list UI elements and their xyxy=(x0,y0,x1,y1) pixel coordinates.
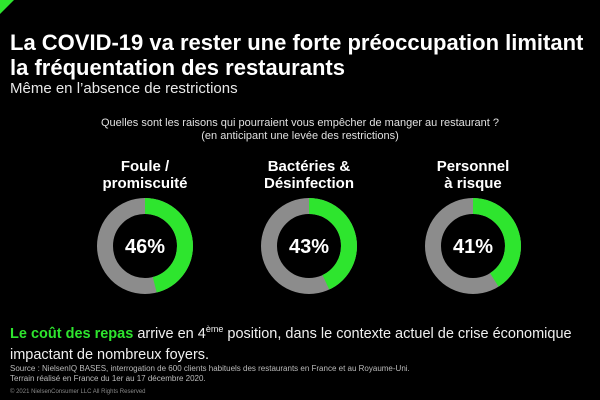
key-insight-text-2: position, dans le contexte actuel de cri… xyxy=(10,325,572,363)
survey-question-line2: (en anticipant une levée des restriction… xyxy=(201,130,399,142)
key-insight-text-1: arrive en 4 xyxy=(133,325,206,342)
donut-gauge: Personnel à risque 41% xyxy=(408,158,538,296)
key-insight-superscript: ème xyxy=(205,324,224,334)
key-insight: Le coût des repas arrive en 4ème positio… xyxy=(10,319,595,366)
source-note: Source : NielsenIQ BASES, interrogation … xyxy=(10,364,595,384)
page-title: La COVID-19 va rester une forte préoccup… xyxy=(10,30,584,80)
donut-value-label: 41% xyxy=(453,236,493,258)
survey-question-line1: Quelles sont les raisons qui pourraient … xyxy=(100,117,500,129)
donut-chart: 43% xyxy=(261,198,357,294)
key-insight-highlight: Le coût des repas xyxy=(10,325,134,342)
donut-category-label: Bactéries & Désinfection xyxy=(263,158,354,192)
survey-question: Quelles sont les raisons qui pourraient … xyxy=(0,117,600,143)
corner-accent-mark xyxy=(0,0,14,14)
donut-value-arc xyxy=(261,198,357,294)
donut-value-arc xyxy=(97,198,193,294)
source-line2: Terrain réalisé en France du 1er au 17 d… xyxy=(10,374,206,383)
donut-gauge: Foule / promiscuité 46% xyxy=(80,158,210,296)
donut-value-arc xyxy=(425,198,521,294)
donut-chart: 41% xyxy=(425,198,521,294)
donut-category-label: Personnel à risque xyxy=(436,158,510,192)
donut-value-label: 43% xyxy=(289,236,329,258)
donut-category-label: Foule / promiscuité xyxy=(102,158,188,192)
donut-gauge: Bactéries & Désinfection 43% xyxy=(244,158,374,296)
source-line1: Source : NielsenIQ BASES, interrogation … xyxy=(10,364,410,373)
donut-chart: 46% xyxy=(97,198,193,294)
page-subtitle: Même en l’absence de restrictions xyxy=(10,80,238,97)
donut-value-label: 46% xyxy=(125,236,165,258)
copyright-notice: © 2021 NielsenConsumer LLC All Rights Re… xyxy=(10,389,146,395)
